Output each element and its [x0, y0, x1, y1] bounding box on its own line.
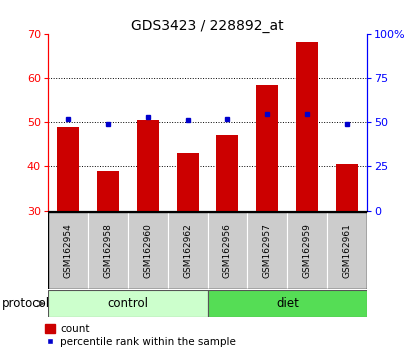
Bar	[247, 212, 287, 289]
Bar	[88, 212, 128, 289]
Bar	[168, 212, 208, 289]
Bar	[176, 153, 198, 211]
Text: GSM162960: GSM162960	[143, 223, 152, 278]
Text: GSM162954: GSM162954	[63, 223, 72, 278]
Text: GSM162956: GSM162956	[223, 223, 232, 278]
Text: GSM162959: GSM162959	[303, 223, 312, 278]
Bar	[48, 212, 88, 289]
Bar	[217, 135, 239, 211]
Bar	[208, 290, 367, 317]
Legend: count, percentile rank within the sample: count, percentile rank within the sample	[45, 324, 236, 347]
Bar	[48, 290, 208, 317]
Text: GSM162962: GSM162962	[183, 223, 192, 278]
Text: GSM162961: GSM162961	[343, 223, 352, 278]
Title: GDS3423 / 228892_at: GDS3423 / 228892_at	[131, 19, 284, 33]
Bar	[128, 212, 168, 289]
Bar	[327, 212, 367, 289]
Text: GSM162958: GSM162958	[103, 223, 112, 278]
Text: GSM162957: GSM162957	[263, 223, 272, 278]
Text: control: control	[107, 297, 148, 310]
Bar	[137, 120, 159, 211]
Bar	[287, 212, 327, 289]
Bar	[97, 171, 119, 211]
Bar	[336, 164, 358, 211]
Bar	[296, 42, 318, 211]
Text: diet: diet	[276, 297, 299, 310]
Text: protocol: protocol	[2, 297, 50, 310]
Bar	[57, 127, 79, 211]
Bar	[256, 85, 278, 211]
Bar	[208, 212, 247, 289]
